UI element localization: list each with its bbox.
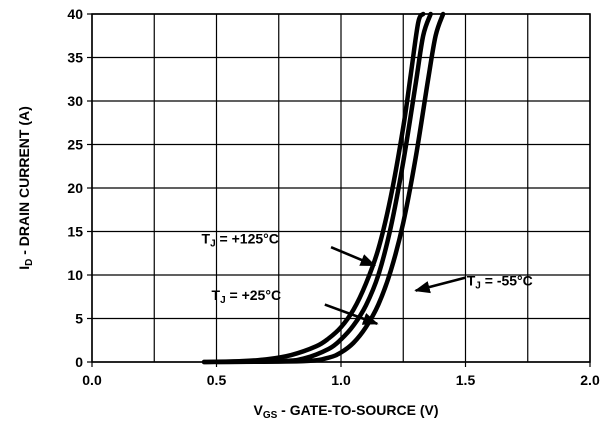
annotation-label-rest: = -55°C — [481, 272, 533, 288]
y-tick-label: 25 — [67, 137, 83, 153]
y-tick-label: 5 — [75, 311, 83, 327]
x-tick-label: 1.5 — [456, 372, 476, 388]
y-axis-title-rest: - DRAIN CURRENT (A) — [16, 106, 32, 258]
x-axis-title: VGS - GATE-TO-SOURCE (V) — [253, 402, 438, 421]
x-tick-label: 1.0 — [331, 372, 351, 388]
annotation-label-sub: J — [210, 239, 216, 250]
y-axis-title: ID - DRAIN CURRENT (A) — [16, 106, 35, 270]
annotation-label-1: TJ = +25°C — [212, 287, 282, 306]
y-tick-label: 20 — [67, 180, 83, 196]
annotation-label-main: T — [212, 287, 221, 303]
plot-frame — [91, 13, 591, 363]
x-axis-title-rest: - GATE-TO-SOURCE (V) — [277, 402, 438, 418]
y-axis-title-sub: D — [24, 259, 35, 266]
series-line-0 — [201, 11, 426, 365]
curves — [201, 11, 446, 365]
y-tick-label: 30 — [67, 93, 83, 109]
x-axis-title-main: V — [253, 402, 263, 418]
annotations: TJ = +125°CTJ = +25°CTJ = -55°C — [202, 231, 533, 325]
annotation-label-main: T — [202, 231, 211, 247]
x-tick-label: 2.0 — [580, 372, 600, 388]
y-tick-label: 10 — [67, 267, 83, 283]
annotation-arrow-0 — [330, 245, 377, 267]
annotation-label-0: TJ = +125°C — [202, 231, 279, 250]
tick-labels: 0 5 10 15 20 25 30 35 40 0.0 0.5 1.0 1.5 2.0 — [67, 6, 600, 388]
x-tick-label: 0.0 — [82, 372, 102, 388]
annotation-label-main: T — [467, 272, 476, 288]
annotation-label-rest: = +25°C — [226, 287, 281, 303]
y-tick-label: 35 — [67, 50, 83, 66]
series-line-1 — [201, 11, 433, 365]
y-tick-label: 0 — [75, 354, 83, 370]
x-tick-label: 0.5 — [207, 372, 227, 388]
gridlines — [87, 13, 591, 367]
annotation-arrow-1 — [324, 303, 379, 325]
annotation-label-2: TJ = -55°C — [467, 272, 533, 291]
series-line-2 — [214, 11, 446, 365]
y-tick-label: 15 — [67, 224, 83, 240]
x-axis-title-sub: GS — [263, 410, 278, 421]
annotation-label-sub: J — [475, 280, 481, 291]
annotation-label-rest: = +125°C — [216, 231, 279, 247]
annotation-label-sub: J — [220, 295, 226, 306]
y-axis-title-main: I — [16, 266, 32, 270]
y-tick-label: 40 — [67, 6, 83, 22]
annotation-arrow-2 — [414, 276, 466, 294]
